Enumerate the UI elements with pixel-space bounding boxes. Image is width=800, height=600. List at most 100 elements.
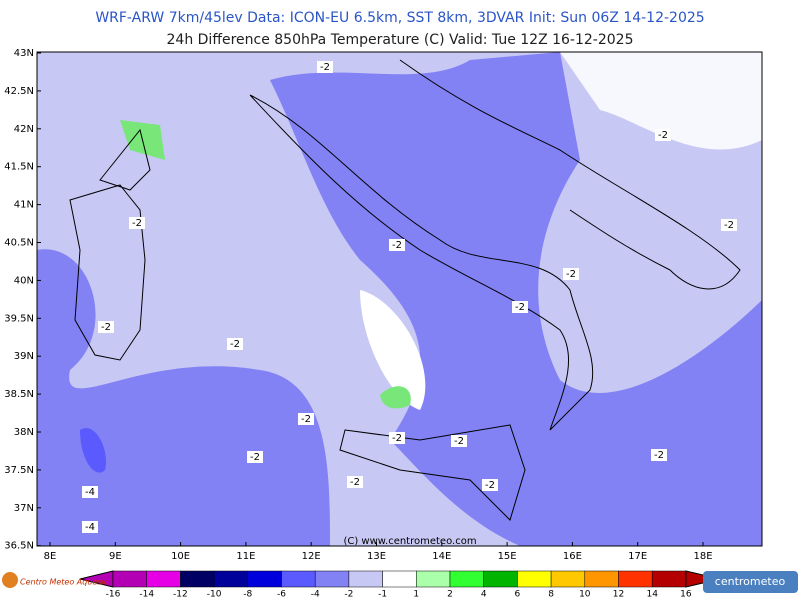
contour-label: -2	[301, 414, 311, 425]
contour-label-bg	[347, 476, 363, 488]
colorbar-label: -10	[207, 590, 222, 600]
colorbar-label: 2	[447, 590, 453, 600]
colorbar-box	[416, 570, 451, 588]
lat-label: 42N	[14, 124, 34, 135]
coastlines	[69, 59, 741, 521]
contour-label: -4	[85, 522, 95, 533]
colorbar-box	[517, 570, 552, 588]
contour-label: -2	[320, 62, 330, 73]
colorbar-label: -8	[243, 590, 252, 600]
colorbar-label: 16	[680, 590, 692, 600]
lon-label: 17E	[628, 551, 647, 562]
lat-label: 40.5N	[4, 238, 34, 249]
colorbar-label: -6	[277, 590, 286, 600]
lat-label: 36.5N	[4, 541, 34, 552]
contour-label-bg	[317, 61, 333, 73]
lat-label: 40N	[14, 275, 34, 286]
colorbar-box	[348, 570, 383, 588]
contour-label-bg	[247, 451, 263, 463]
colorbar-label: -1	[378, 590, 387, 600]
contour-label-bg	[298, 413, 314, 425]
lat-label: 38.5N	[4, 389, 34, 400]
colorbar-label: 4	[481, 590, 487, 600]
contour-label-bg	[82, 521, 98, 533]
colorbar-box	[483, 570, 518, 588]
contour-label-bg	[482, 479, 498, 491]
colorbar-box	[112, 570, 147, 588]
contour-label: -2	[250, 452, 260, 463]
copyright: (C) www.centrometeo.com	[343, 536, 476, 547]
lon-label: 14E	[432, 551, 451, 562]
lon-label: 16E	[563, 551, 582, 562]
colorbar-box	[584, 570, 619, 588]
colorbar-label: -14	[139, 590, 154, 600]
contour-label: -2	[654, 450, 664, 461]
lon-label: 13E	[367, 551, 386, 562]
colorbar-label: 10	[579, 590, 591, 600]
logo-right-bg	[703, 571, 798, 593]
contour-label-bg	[98, 321, 114, 333]
colorbar-box	[146, 570, 181, 588]
contour-label-bg	[655, 129, 671, 141]
colorbar-label: 1	[413, 590, 419, 600]
lat-label: 41.5N	[4, 162, 34, 173]
contour-label-bg	[721, 219, 737, 231]
lon-label: 18E	[693, 551, 712, 562]
contour-label-bg	[227, 338, 243, 350]
colorbar-box	[314, 570, 350, 588]
colorbar-box	[247, 570, 282, 588]
contour-label: -2	[724, 220, 734, 231]
colorbar-box	[618, 570, 653, 588]
lon-label: 11E	[236, 551, 255, 562]
contour-label: -2	[515, 302, 525, 313]
lat-label: 42.5N	[4, 86, 34, 97]
colorbar-box	[449, 570, 484, 588]
lat-label: 37N	[14, 503, 34, 514]
contour-label-bg	[451, 435, 467, 447]
colorbar-label: -16	[106, 590, 121, 600]
contour-label: -2	[350, 477, 360, 488]
contour-label-bg	[82, 486, 98, 498]
contour-label: -2	[454, 436, 464, 447]
lon-label: 12E	[302, 551, 321, 562]
contour-label: -2	[566, 269, 576, 280]
contour-label: -2	[132, 218, 142, 229]
header-line2: 24h Difference 850hPa Temperature (C) Va…	[167, 32, 634, 48]
lon-label: 8E	[44, 551, 57, 562]
contour-label: -2	[230, 339, 240, 350]
contour-label: -4	[85, 487, 95, 498]
logo-left-icon	[2, 572, 18, 588]
colorbar-arrow-right	[685, 570, 721, 588]
lon-label: 10E	[171, 551, 190, 562]
lon-label: 15E	[498, 551, 517, 562]
lat-label: 38N	[14, 427, 34, 438]
colorbar-label: -4	[311, 590, 320, 600]
lat-label: 39.5N	[4, 313, 34, 324]
logo-right: centrometeo	[715, 575, 786, 588]
colorbar-label: 12	[613, 590, 624, 600]
contour-label-bg	[389, 432, 405, 444]
colorbar-label: 8	[548, 590, 554, 600]
header-line1: WRF-ARW 7km/45lev Data: ICON-EU 6.5km, S…	[95, 10, 704, 26]
contour-label: -2	[101, 322, 111, 333]
contour-label-bg	[512, 301, 528, 313]
contour-label-bg	[651, 449, 667, 461]
colorbar-box	[550, 570, 586, 588]
lat-label: 39N	[14, 351, 34, 362]
colorbar-label: -12	[173, 590, 188, 600]
logo-left: Centro Meteo Aquesio	[20, 578, 109, 587]
contour-label-bg	[129, 217, 145, 229]
colorbar-box	[213, 570, 249, 588]
colorbar-label: -2	[344, 590, 353, 600]
colorbar-box	[382, 570, 417, 588]
contour-label: -2	[392, 433, 402, 444]
colorbar-label: 6	[515, 590, 521, 600]
contour-label: -2	[392, 240, 402, 251]
contour-label: -2	[658, 130, 668, 141]
colorbar-box	[651, 570, 687, 588]
contour-label-bg	[563, 268, 579, 280]
lon-label: 9E	[109, 551, 122, 562]
contour-label: -2	[485, 480, 495, 491]
lat-label: 41N	[14, 200, 34, 211]
